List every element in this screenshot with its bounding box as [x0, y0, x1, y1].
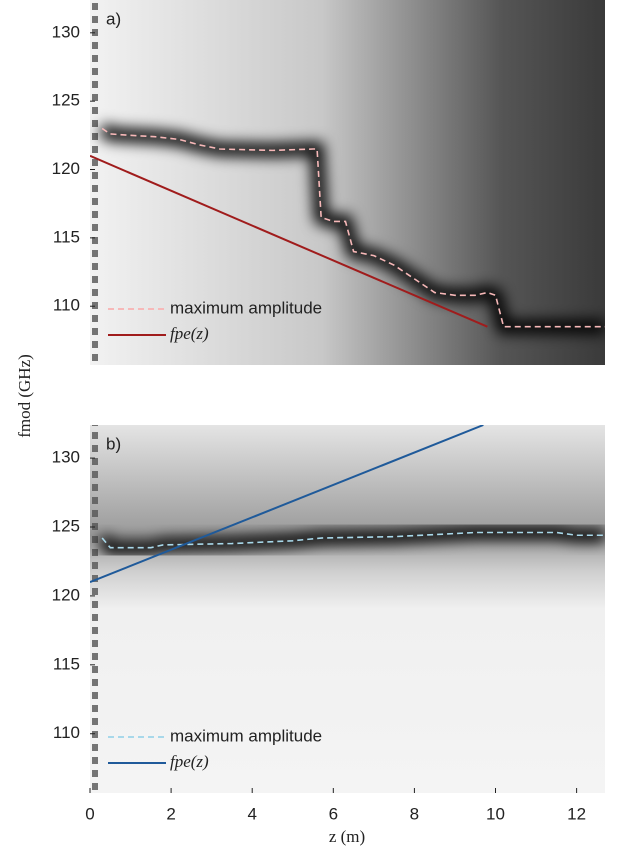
legend-label: maximum amplitude	[170, 726, 322, 745]
y-tick-label: 120	[52, 159, 80, 178]
x-tick-label: 0	[85, 804, 94, 823]
x-tick-label: 4	[247, 804, 256, 823]
y-tick-label: 125	[52, 91, 80, 110]
panel: 110 115 120 125 130 0 2 4 6 8 10 12 b) maximum amplit…	[52, 425, 605, 823]
y-tick-label: 130	[52, 22, 80, 41]
x-tick-label: 6	[329, 804, 338, 823]
x-tick-label: 10	[486, 804, 505, 823]
y-tick-label: 125	[52, 516, 80, 535]
dashed-line	[101, 127, 605, 328]
x-tick-label: 8	[410, 804, 419, 823]
panel-label: a)	[106, 9, 121, 28]
y-tick-label: 110	[53, 723, 80, 742]
legend-label: fpe(z)	[170, 752, 209, 771]
y-tick-label: 110	[53, 296, 80, 315]
y-tick-label: 130	[52, 448, 80, 467]
plot-area	[90, 122, 605, 334]
x-axis-label: z (m)	[329, 827, 365, 846]
plot-area	[90, 425, 605, 584]
y-tick-label: 120	[52, 585, 80, 604]
heatmap-b	[90, 425, 605, 793]
x-tick-label: 12	[567, 804, 586, 823]
heatmap-a	[90, 0, 605, 365]
line	[90, 425, 484, 584]
panel: 110 115 120 125 130 a) maximum amplitude fpe(z)	[52, 9, 605, 343]
y-axis-label: fmod (GHz)	[15, 354, 34, 438]
x-tick-label: 2	[166, 804, 175, 823]
y-tick-label: 115	[53, 654, 80, 673]
line	[90, 154, 488, 328]
dashed-line	[101, 531, 605, 549]
legend-label: fpe(z)	[170, 324, 209, 343]
y-tick-label: 115	[53, 227, 80, 246]
legend-label: maximum amplitude	[170, 298, 322, 317]
panel-label: b)	[106, 434, 121, 453]
